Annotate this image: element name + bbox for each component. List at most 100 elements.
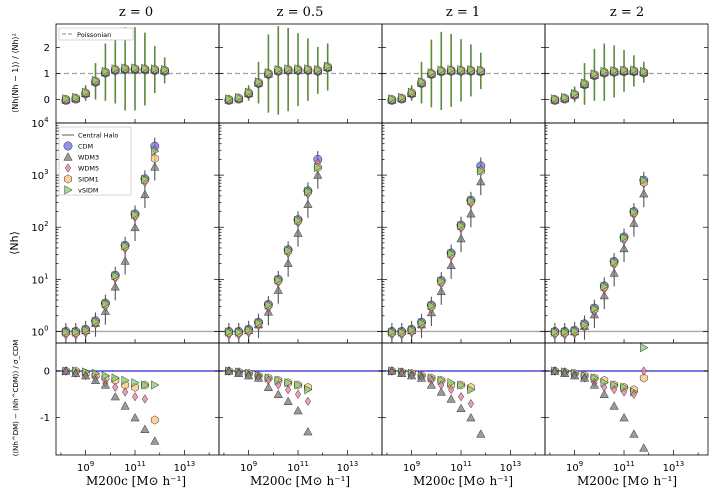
point-wdm3	[81, 370, 91, 380]
point-wdm3	[619, 243, 629, 253]
point-wdm3	[560, 368, 570, 377]
point-vsidm	[437, 276, 446, 286]
legend-label-central-halo: Central Halo	[78, 132, 118, 140]
point-vsidm	[620, 233, 629, 243]
panel-bottom-z0	[56, 366, 219, 445]
point-sidm1	[150, 415, 159, 425]
point-wdm5	[275, 380, 282, 390]
point-wdm3	[100, 380, 111, 389]
point-wdm3	[120, 256, 130, 265]
point-wdm3	[639, 188, 649, 198]
point-vsidm	[225, 327, 234, 337]
point-vsidm	[640, 175, 649, 185]
point-vsidm	[630, 207, 639, 217]
legend-swatch-cdm	[63, 141, 73, 151]
point-vsidm	[304, 64, 313, 74]
point-vsidm	[245, 87, 254, 97]
point-wdm3	[224, 366, 234, 375]
point-vsidm	[417, 77, 427, 87]
point-vsidm	[294, 215, 303, 225]
column-titles: z = 0 z = 0.5 z = 1 z = 2	[119, 5, 644, 20]
legend-middle: Central Halo CDM WDM3 WDM5 SIDM1 vSIDM	[58, 126, 132, 196]
xtick-label: 109	[403, 460, 420, 474]
point-vsidm	[101, 371, 111, 381]
point-wdm5	[285, 385, 292, 395]
point-wdm3	[293, 405, 303, 415]
point-vsidm	[101, 66, 111, 77]
point-vsidm	[610, 66, 619, 76]
point-vsidm	[457, 221, 466, 231]
panel-top-z1	[382, 31, 545, 110]
point-wdm3	[140, 189, 150, 199]
legend-top: Poissonian	[58, 27, 134, 41]
point-vsidm	[561, 92, 570, 103]
point-vsidm	[467, 385, 476, 395]
point-wdm3	[150, 162, 160, 171]
point-vsidm	[551, 327, 560, 337]
point-wdm5	[304, 396, 311, 406]
legend-box	[58, 126, 132, 196]
point-vsidm	[131, 209, 140, 220]
column-title-z0: z = 0	[119, 5, 153, 20]
point-wdm3	[456, 233, 466, 243]
point-wdm3	[140, 424, 150, 433]
point-wdm3	[110, 282, 120, 291]
point-vsidm	[457, 64, 466, 75]
panel-frame-bottom-z1	[381, 342, 546, 456]
panel-middle-z2	[545, 171, 708, 343]
ylabel-middle: ⟨Nh⟩	[8, 231, 21, 255]
point-vsidm	[447, 249, 456, 259]
point-vsidm	[437, 65, 446, 75]
point-vsidm	[225, 94, 234, 104]
point-vsidm	[314, 64, 323, 75]
point-vsidm	[640, 343, 649, 353]
point-vsidm	[620, 65, 629, 75]
point-vsidm	[274, 275, 283, 285]
point-wdm3	[283, 396, 293, 405]
point-wdm3	[90, 375, 101, 384]
point-wdm3	[120, 401, 130, 410]
legend-label-wdm3: WDM3	[78, 154, 99, 162]
point-vsidm	[457, 380, 466, 390]
column-title-z2: z = 2	[610, 5, 644, 20]
point-vsidm	[561, 327, 570, 337]
point-wdm5	[621, 387, 628, 397]
point-vsidm	[121, 63, 130, 73]
point-vsidm	[408, 87, 417, 97]
point-vsidm	[62, 327, 71, 337]
column-title-z1: z = 1	[446, 5, 480, 20]
point-vsidm	[131, 63, 140, 73]
ytick-label-middle: 102	[31, 220, 48, 234]
point-vsidm	[630, 65, 639, 75]
xtick-label: 109	[240, 460, 257, 474]
legend-label-poissonian: Poissonian	[77, 31, 111, 39]
point-vsidm	[467, 64, 476, 75]
point-wdm3	[426, 380, 437, 389]
point-wdm3	[599, 389, 609, 398]
point-vsidm	[121, 375, 130, 385]
point-vsidm	[477, 166, 486, 176]
ytick-label-top: 2	[44, 43, 50, 54]
point-wdm3	[436, 387, 446, 396]
xlabel-col2: M200c [M⊙ h⁻¹]	[413, 474, 513, 488]
ylabel-bottom: (⟨Nh^DM⟩ − ⟨Nh^CDM⟩) / σ_CDM	[12, 340, 20, 457]
point-vsidm	[274, 64, 283, 75]
ytick-label-bottom: -1	[40, 413, 50, 424]
point-wdm3	[416, 373, 427, 382]
point-wdm3	[579, 373, 590, 382]
point-vsidm	[264, 300, 274, 310]
point-wdm3	[466, 412, 476, 422]
point-vsidm	[62, 94, 71, 104]
point-vsidm	[590, 69, 600, 79]
legend-swatch-sidm1	[64, 174, 72, 184]
point-vsidm	[304, 385, 313, 395]
point-wdm3	[283, 258, 293, 267]
point-wdm3	[609, 401, 619, 410]
point-wdm3	[456, 403, 466, 412]
legend-label-cdm: CDM	[78, 143, 93, 151]
point-vsidm	[131, 378, 140, 388]
point-vsidm	[304, 186, 313, 197]
point-vsidm	[610, 257, 619, 267]
panel-top-z2	[545, 43, 708, 105]
panel-frame-bottom-z05	[218, 342, 383, 456]
